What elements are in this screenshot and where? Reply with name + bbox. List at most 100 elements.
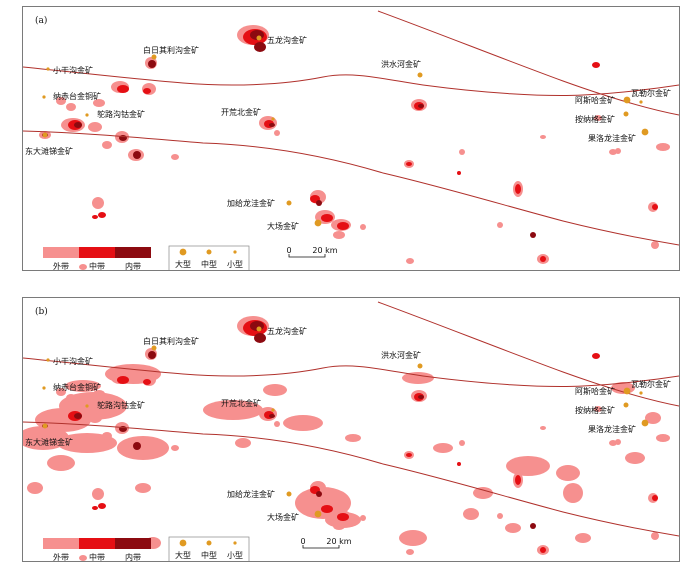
middle-zone-anomaly [652,495,658,501]
deposit-label: 开荒北金矿 [221,107,261,117]
deposit-marker [256,35,262,41]
outer-zone-anomaly [263,384,287,396]
outer-zone-anomaly [406,258,414,264]
deposit-label: 果洛龙洼金矿 [588,133,636,143]
legend-size-marker [233,250,237,254]
legend-zone-swatch [115,247,151,258]
deposit-label: 纳赤台金铜矿 [53,91,101,101]
fault-line [377,10,679,116]
middle-zone-anomaly [321,214,333,222]
deposit-label: 白日其利沟金矿 [143,336,199,346]
outer-zone-anomaly [540,426,546,430]
outer-zone-anomaly [360,224,366,230]
legend-size-marker [233,541,237,545]
outer-zone-anomaly [57,433,117,453]
deposit-marker [286,491,292,497]
deposit-label: 加给龙洼金矿 [227,198,275,208]
panel-tag: (b) [35,306,48,317]
outer-zone-anomaly [66,394,76,402]
outer-zone-anomaly [360,515,366,521]
map-panel-b: (b) 五龙沟金矿 白日其利沟金矿 小干沟金矿 纳赤台金铜矿 鸵路沟钴金矿 东大滩锑金矿 开荒… [22,297,680,562]
inner-zone-anomaly [133,151,141,159]
legend-size-marker [206,249,212,255]
outer-zone-anomaly [540,135,546,139]
middle-zone-anomaly [457,171,461,175]
outer-zone-anomaly [79,555,87,561]
outer-zone-anomaly [79,264,87,270]
outer-zone-anomaly [506,456,550,476]
deposit-label: 按纳格金矿 [575,405,615,415]
middle-zone-anomaly [592,353,600,359]
inner-zone-anomaly [133,442,141,450]
deposit-marker [639,391,643,395]
deposit-marker [46,358,50,362]
legend-size-label: 大型 [175,550,191,560]
deposit-marker [314,219,322,227]
deposit-label: 东大滩锑金矿 [25,437,73,447]
outer-zone-anomaly [656,143,670,151]
deposit-label: 洪水河金矿 [381,59,421,69]
deposit-label: 白日其利沟金矿 [143,45,199,55]
outer-zone-anomaly [274,130,280,136]
inner-zone-anomaly [418,104,424,108]
scale-length: 20 km [312,246,337,255]
deposit-marker [271,408,275,412]
deposit-label: 开荒北金矿 [221,398,261,408]
outer-zone-anomaly [65,380,101,392]
deposit-marker [85,404,89,408]
deposit-label: 五龙沟金矿 [267,35,307,45]
outer-zone-anomaly [497,222,503,228]
outer-zone-anomaly [651,532,659,540]
outer-zone-anomaly [102,141,112,149]
deposit-label: 瓦勒尔金矿 [631,88,671,98]
legend-zone-swatch [79,247,115,258]
deposit-label: 五龙沟金矿 [267,326,307,336]
legend-zone-label: 外带 [53,552,69,561]
deposit-marker [623,96,631,104]
middle-zone-anomaly [92,215,98,219]
inner-zone-anomaly [269,414,275,418]
deposit-marker [623,111,629,117]
deposit-marker [623,402,629,408]
legend-size-marker [179,539,187,547]
legend-size-label: 小型 [227,260,243,269]
deposit-label: 小干沟金矿 [53,65,93,75]
deposit-label: 鸵路沟钴金矿 [97,400,145,410]
outer-zone-anomaly [575,533,591,543]
middle-zone-anomaly [540,547,546,553]
deposit-label: 按纳格金矿 [575,114,615,124]
deposit-label: 洪水河金矿 [381,350,421,360]
inner-zone-anomaly [530,232,536,238]
legend-size-box [168,536,250,561]
legend-size-label: 小型 [227,551,243,560]
middle-zone-anomaly [515,475,521,485]
outer-zone-anomaly [235,438,251,448]
legend-size-marker [206,540,212,546]
outer-zone-anomaly [171,445,179,451]
middle-zone-anomaly [117,85,129,93]
middle-zone-anomaly [592,62,600,68]
deposit-marker [46,67,50,71]
deposit-marker [641,128,649,136]
deposit-marker [417,72,423,78]
outer-zone-anomaly [88,122,102,132]
deposit-marker [151,54,157,60]
scale-length: 20 km [326,537,351,546]
outer-zone-anomaly [93,99,105,107]
legend-size-label: 大型 [175,259,191,269]
middle-zone-anomaly [337,222,349,230]
deposit-marker [85,113,89,117]
outer-zone-anomaly [203,400,263,420]
fault-line [377,301,679,407]
outer-zone-anomaly [459,149,465,155]
outer-zone-anomaly [625,452,645,464]
deposit-marker [151,345,157,351]
middle-zone-anomaly [143,88,151,94]
deposit-marker [42,423,48,429]
outer-zone-anomaly [399,530,427,546]
middle-zone-anomaly [92,506,98,510]
outer-zone-anomaly [92,197,104,209]
deposit-label: 大场金矿 [267,221,299,231]
